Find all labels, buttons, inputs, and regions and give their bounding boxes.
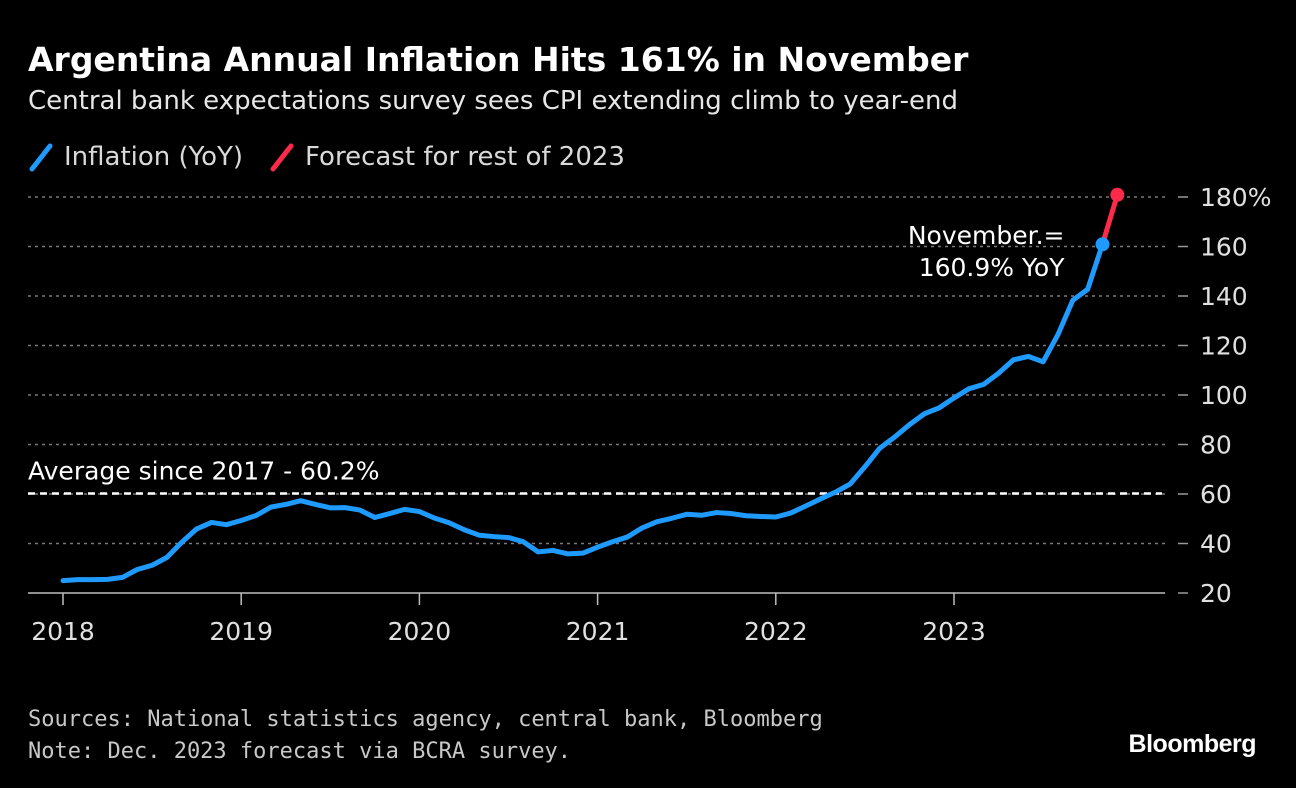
x-tick-label-2022: 2022 <box>744 617 808 646</box>
y-tick-label-180: 180% <box>1200 183 1271 212</box>
x-tick-label-2019: 2019 <box>209 617 273 646</box>
inflation-latest-point <box>1096 237 1110 251</box>
annotation-line-2: 160.9% YoY <box>919 253 1066 282</box>
line-chart: 20 40 60 80 100 120 140 160 180% 2018 2019 2020 2021… <box>0 0 1296 788</box>
y-tick-label-140: 140 <box>1200 282 1248 311</box>
footer-notes: Sources: National statistics agency, cen… <box>28 704 823 768</box>
source-note: Sources: National statistics agency, cen… <box>28 704 823 736</box>
x-tick-label-2023: 2023 <box>922 617 986 646</box>
y-tick-label-160: 160 <box>1200 233 1248 262</box>
y-tick-label-20: 20 <box>1200 579 1232 608</box>
forecast-end-point <box>1110 188 1124 202</box>
annotation-line-1: November.= <box>908 221 1065 250</box>
footnote: Note: Dec. 2023 forecast via BCRA survey… <box>28 736 823 768</box>
y-tick-label-60: 60 <box>1200 480 1232 509</box>
inflation-series-line <box>63 244 1103 580</box>
x-tick-label-2020: 2020 <box>388 617 452 646</box>
y-tick-label-120: 120 <box>1200 332 1248 361</box>
bloomberg-logo: Bloomberg <box>1129 730 1256 759</box>
y-tick-label-40: 40 <box>1200 530 1232 559</box>
x-tick-label-2021: 2021 <box>566 617 630 646</box>
x-tick-label-2018: 2018 <box>31 617 95 646</box>
forecast-series-line <box>1102 195 1117 245</box>
y-tick-label-100: 100 <box>1200 381 1248 410</box>
y-tick-label-80: 80 <box>1200 431 1232 460</box>
average-reference-label: Average since 2017 - 60.2% <box>28 457 379 486</box>
